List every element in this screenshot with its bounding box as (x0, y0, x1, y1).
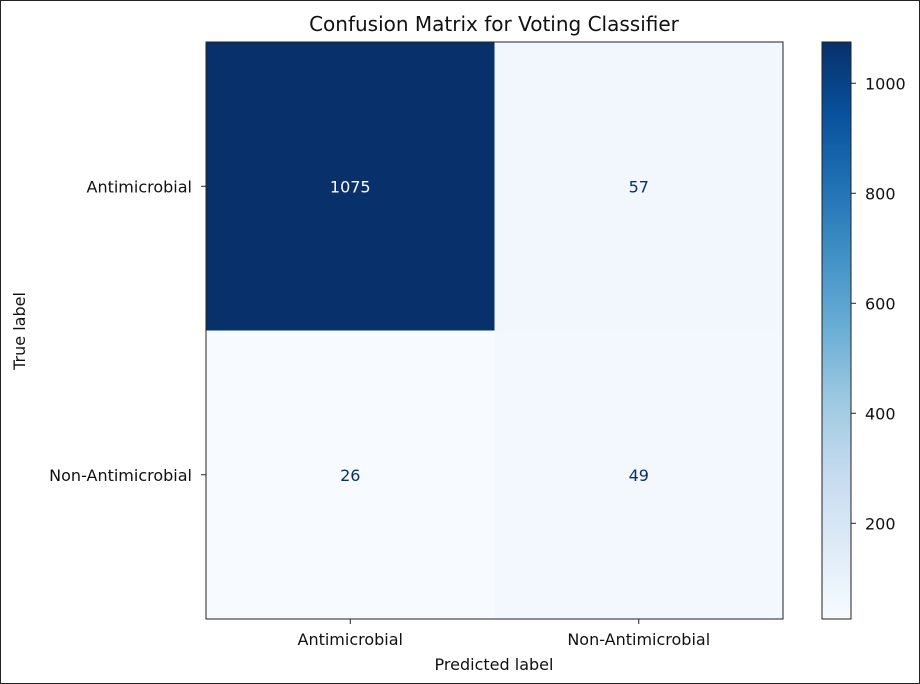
colorbar-tick-label-0: 200 (865, 514, 896, 533)
matrix-cells (206, 42, 783, 619)
y-tick-label-1: Non-Antimicrobial (49, 466, 192, 485)
x-axis-ticks: Antimicrobial Non-Antimicrobial (298, 619, 710, 649)
colorbar-tick-label-2: 600 (865, 294, 896, 313)
x-tick-label-0: Antimicrobial (298, 630, 404, 649)
colorbar-tick-label-1: 400 (865, 404, 896, 423)
colorbar-tick-label-3: 800 (865, 184, 896, 203)
cell-1-1 (494, 330, 783, 619)
cell-value-0-0: 1075 (330, 177, 371, 196)
y-axis-ticks: Antimicrobial Non-Antimicrobial (49, 177, 206, 485)
y-axis-label: True label (10, 292, 29, 371)
cell-value-0-1: 57 (629, 177, 649, 196)
colorbar-tick-label-4: 1000 (865, 74, 906, 93)
y-tick-label-0: Antimicrobial (87, 177, 193, 196)
x-tick-label-1: Non-Antimicrobial (567, 630, 710, 649)
matrix-cell-labels: 1075 57 26 49 (330, 177, 649, 485)
cell-0-0 (206, 42, 495, 331)
colorbar (821, 41, 852, 620)
cell-0-1 (494, 42, 783, 331)
chart-title: Confusion Matrix for Voting Classifier (309, 12, 680, 36)
cell-value-1-1: 49 (629, 466, 649, 485)
matrix-border (205, 41, 784, 620)
x-axis-label: Predicted label (435, 655, 554, 674)
colorbar-ticks: 200 400 600 800 1000 (851, 74, 906, 533)
cell-value-1-0: 26 (340, 466, 360, 485)
cell-1-0 (206, 330, 495, 619)
